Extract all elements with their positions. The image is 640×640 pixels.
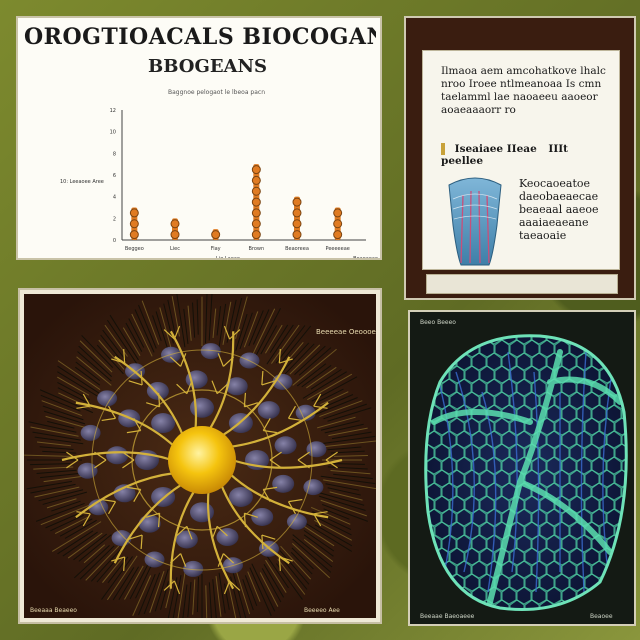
poster-subtitle: BBOGEANS bbox=[148, 56, 267, 77]
bar-segment bbox=[251, 230, 261, 240]
bar-segment bbox=[211, 230, 221, 240]
cell-blob bbox=[97, 390, 118, 407]
info-row-left: Iseaiaee IIeae bbox=[454, 143, 537, 155]
radial-network-image: Beeeeae Oeoooe Beeaaa Beaeeo Beeeeo Aee bbox=[24, 294, 376, 618]
network-label-bottom-left: Beeaaa Beaeeo bbox=[30, 607, 77, 614]
info-panel: Ilmaoa aem amcohatkove lhalc nroo Iroee … bbox=[404, 16, 636, 300]
poster-title: OROGTIOACALS BIOCOGANCHIE bbox=[24, 24, 376, 50]
cell-blob bbox=[251, 507, 274, 526]
cell-blob bbox=[183, 560, 204, 577]
cell-blob bbox=[190, 397, 214, 418]
bar-segment bbox=[251, 186, 261, 196]
cell-blob bbox=[190, 502, 214, 523]
x-tick-label: Beaoreea bbox=[285, 246, 309, 252]
mesh-label-bottom-left: Beeaae Baeoaeee bbox=[420, 613, 475, 620]
cell-blob bbox=[286, 513, 307, 530]
cell-blob bbox=[295, 404, 316, 421]
bar bbox=[294, 196, 300, 240]
y-tick-label: 2 bbox=[113, 216, 116, 222]
mesh-organ-image: Beeo Beeeo Beeaae Baeoaeee Beaoee bbox=[420, 319, 628, 620]
bar-segment bbox=[129, 208, 139, 218]
bar-segment bbox=[251, 175, 261, 185]
x-tick-label: Liec bbox=[170, 246, 180, 252]
x-tick-label: Brown bbox=[248, 246, 264, 252]
info-paragraph: Ilmaoa aem amcohatkove lhalc nroo Iroee … bbox=[441, 65, 606, 116]
x-tick-label: Fiay bbox=[211, 246, 221, 252]
bar-segment bbox=[251, 219, 261, 229]
chart-caption: Baggnoe pelogaot le lbeoa pacn bbox=[168, 89, 266, 96]
cell-blob bbox=[80, 424, 101, 441]
mesh-label-bottom-right: Beaoee bbox=[590, 613, 613, 620]
bar-segment bbox=[129, 219, 139, 229]
branch-network bbox=[61, 325, 343, 595]
bar-segment bbox=[333, 208, 343, 218]
corner-label: Beaeaeae bbox=[353, 256, 378, 258]
bar-segment bbox=[292, 208, 302, 218]
cell-blob bbox=[228, 486, 253, 507]
info-card: Ilmaoa aem amcohatkove lhalc nroo Iroee … bbox=[422, 50, 620, 270]
y-tick-label: 6 bbox=[113, 173, 116, 179]
bullet-marker bbox=[441, 143, 445, 155]
cell-blob bbox=[225, 377, 248, 396]
bar-segment bbox=[292, 230, 302, 240]
info-footer-strip bbox=[426, 274, 618, 294]
cell-blob bbox=[257, 401, 280, 420]
x-axis-label: Lie Laeae bbox=[216, 256, 240, 258]
bar-segment bbox=[170, 219, 180, 229]
cell-blob bbox=[306, 441, 327, 458]
y-tick-label: 0 bbox=[113, 238, 116, 244]
y-tick-label: 8 bbox=[113, 151, 116, 157]
bar-segment bbox=[333, 219, 343, 229]
bar-segment bbox=[251, 197, 261, 207]
bar-segment bbox=[129, 230, 139, 240]
mesh-organ-panel: Beeo Beeeo Beeaae Baeoaeee Beaoee bbox=[408, 310, 636, 626]
cell-blob bbox=[138, 514, 161, 533]
info-caption: Keocaoeatoe daeobaeaecae beaeaal aaeoe a… bbox=[519, 177, 599, 242]
cell-blob bbox=[88, 499, 109, 516]
y-tick-label: 12 bbox=[110, 108, 116, 114]
cell-blob bbox=[303, 479, 324, 496]
info-row: Iseaiaee IIeae IIIt peellee bbox=[441, 143, 611, 167]
glowing-core-icon bbox=[168, 426, 236, 494]
y-tick-label: 10 bbox=[110, 130, 116, 136]
mesh-label-top-left: Beeo Beeeo bbox=[420, 319, 456, 326]
cell-blob bbox=[200, 343, 221, 360]
y-axis-label: 10: Leeaoee Aree bbox=[60, 179, 104, 185]
main-vessel-branches bbox=[431, 349, 623, 605]
bar-chart: 0 2 4 6 8 10 12 10: Leeaoee Aree Beggeo Liec Fiay B… bbox=[60, 108, 378, 258]
radial-network-panel: Beeeeae Oeoooe Beeaaa Beaeeo Beeeeo Aee bbox=[18, 288, 382, 624]
cell-blob bbox=[106, 446, 129, 465]
bar-segment bbox=[251, 165, 261, 175]
cell-blob bbox=[272, 474, 295, 493]
cell-blob bbox=[151, 413, 176, 434]
x-tick-label: Peeeeeae bbox=[325, 246, 349, 252]
info-row-right: IIIt peellee bbox=[441, 143, 569, 167]
x-tick-label: Beggeo bbox=[125, 246, 144, 252]
network-label-bottom-right: Beeeeo Aee bbox=[304, 607, 340, 614]
bar-segment bbox=[292, 197, 302, 207]
y-tick-label: 4 bbox=[113, 195, 116, 201]
network-label-top: Beeeeae Oeoooe bbox=[316, 328, 376, 336]
bar-chart-panel: OROGTIOACALS BIOCOGANCHIE BBOGEANS Baggn… bbox=[16, 16, 382, 260]
bar-segment bbox=[251, 208, 261, 218]
cell-blob bbox=[274, 436, 297, 455]
cell-blob bbox=[216, 528, 239, 547]
anatomy-figure-icon bbox=[448, 177, 502, 266]
bar-segment bbox=[292, 219, 302, 229]
bar-segment bbox=[333, 230, 343, 240]
cell-blob bbox=[146, 381, 169, 400]
cell-blob bbox=[175, 530, 198, 549]
cell-blob bbox=[77, 462, 98, 479]
bar-segment bbox=[170, 230, 180, 240]
